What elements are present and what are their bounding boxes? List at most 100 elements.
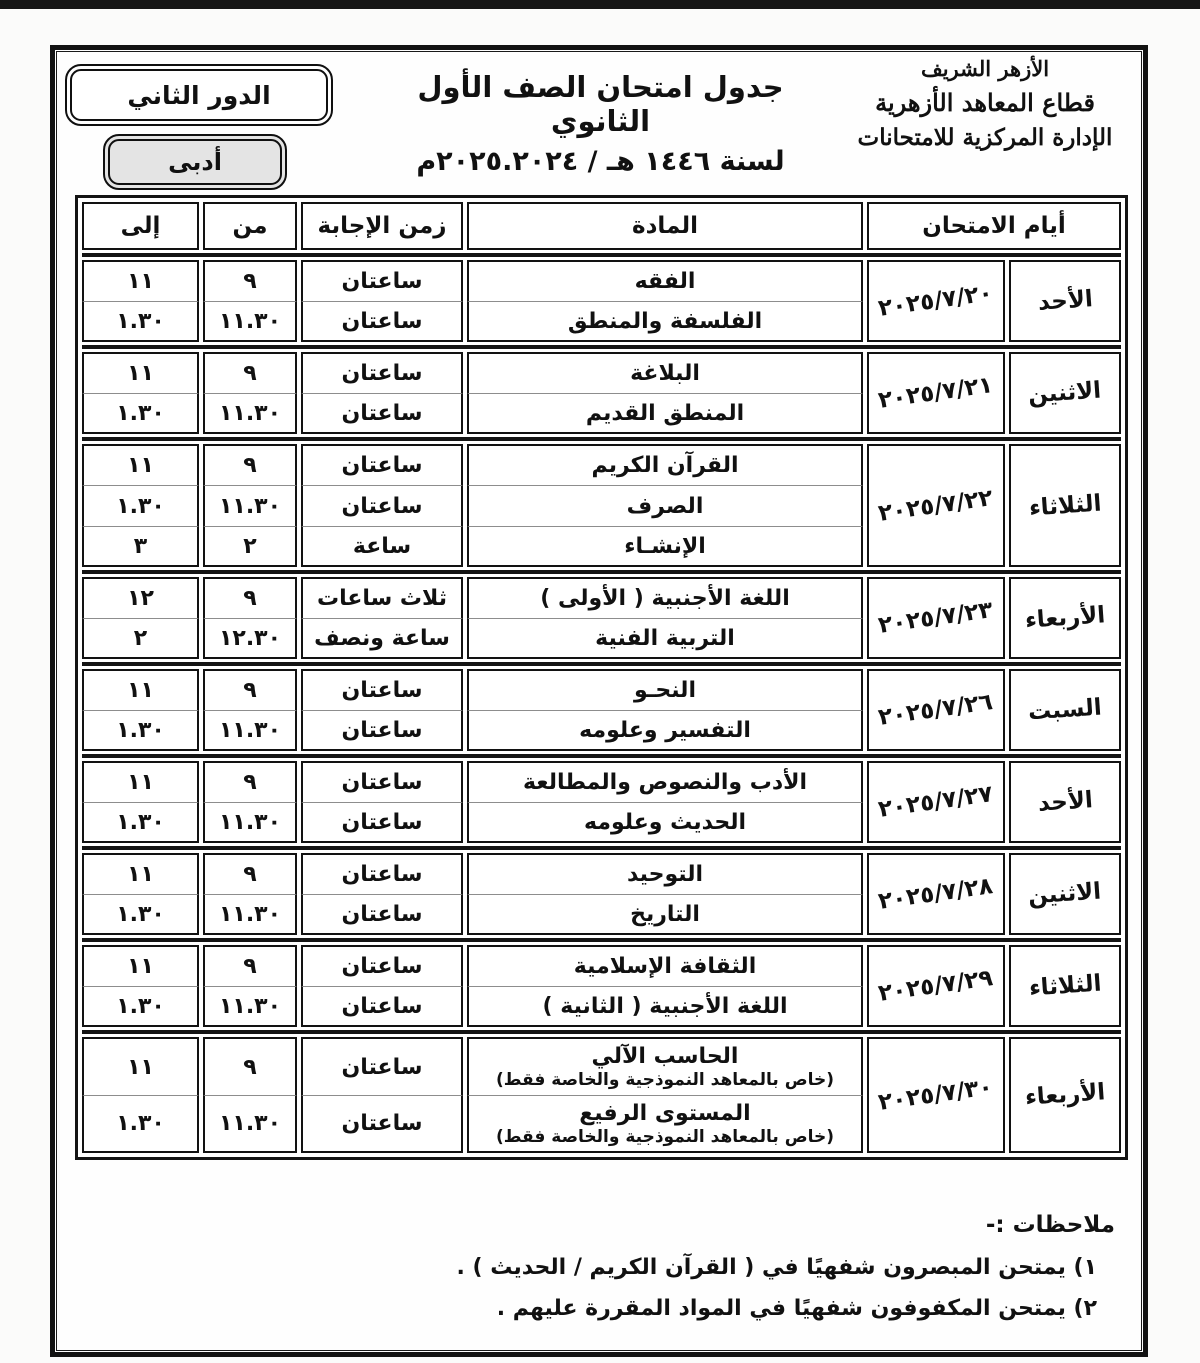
exam-day-label: الثلاثاء — [1027, 970, 1103, 1002]
table-row: التاريخ ساعتان ١١.٣٠ ١.٣٠ — [82, 894, 863, 935]
org-name-line2: قطاع المعاهد الأزهرية — [875, 87, 1096, 117]
group-separator — [82, 846, 1121, 850]
duration-cell: ساعة — [301, 526, 463, 567]
exam-table-body: الأحد ٢٠٢٥/٧/٢٠ الفقه ساعتان ٩ ١١ الفلسفة والم… — [82, 250, 1121, 1153]
duration-cell: ساعتان — [301, 669, 463, 710]
exam-day-cell: الاثنين — [1009, 352, 1121, 434]
table-row: التربية الفنية ساعة ونصف ١٢.٣٠ ٢ — [82, 618, 863, 659]
header-exam-days: أيام الامتحان — [867, 202, 1121, 250]
table-row-group: الأربعاء ٢٠٢٥/٧/٢٣ اللغة الأجنبية ( الأولى… — [82, 577, 1121, 659]
from-time-cell: ١١.٣٠ — [203, 710, 297, 751]
table-row: القرآن الكريم ساعتان ٩ ١١ — [82, 444, 863, 485]
subject-rows: التوحيد ساعتان ٩ ١١ التاريخ ساعتان ١١.٣٠ ١.٣٠ — [82, 853, 863, 935]
exam-date-label: ٢٠٢٥/٧/٢٦ — [877, 689, 995, 731]
exam-day-label: الأربعاء — [1024, 602, 1106, 634]
table-row-group: الأحد ٢٠٢٥/٧/٢٧ الأدب والنصوص والمطالعة ساع… — [82, 761, 1121, 843]
track-badge: أدبى — [103, 134, 287, 190]
table-row: البلاغة ساعتان ٩ ١١ — [82, 352, 863, 393]
subject-cell: التاريخ — [467, 894, 863, 935]
round-badge: الدور الثاني — [65, 64, 333, 126]
to-time-cell: ١.٣٠ — [82, 1095, 199, 1153]
subject-cell: الفلسفة والمنطق — [467, 301, 863, 342]
subject-name: الحديث وعلومه — [584, 809, 747, 835]
duration-cell: ساعتان — [301, 485, 463, 526]
to-time-cell: ١١ — [82, 669, 199, 710]
subject-name: الحاسب الآلي — [591, 1044, 739, 1069]
exam-date-label: ٢٠٢٥/٧/٣٠ — [877, 1074, 995, 1116]
exam-date-cell: ٢٠٢٥/٧/٢٠ — [867, 260, 1005, 342]
from-time-cell: ٩ — [203, 853, 297, 894]
from-time-cell: ٩ — [203, 669, 297, 710]
subject-cell: الحديث وعلومه — [467, 802, 863, 843]
table-row: اللغة الأجنبية ( الأولى ) ثلاث ساعات ٩ ١٢ — [82, 577, 863, 618]
track-badge-label: أدبى — [168, 148, 222, 176]
to-time-cell: ١.٣٠ — [82, 986, 199, 1027]
duration-cell: ساعتان — [301, 894, 463, 935]
subject-rows: الفقه ساعتان ٩ ١١ الفلسفة والمنطق ساعتان ١١.٣٠… — [82, 260, 863, 342]
subject-cell: الأدب والنصوص والمطالعة — [467, 761, 863, 802]
subject-cell: القرآن الكريم — [467, 444, 863, 485]
subject-rows: القرآن الكريم ساعتان ٩ ١١ الصرف ساعتان ١١.٣٠ ١.… — [82, 444, 863, 567]
group-separator — [82, 938, 1121, 942]
exam-date-cell: ٢٠٢٥/٧/٢٩ — [867, 945, 1005, 1027]
from-time-cell: ١٢.٣٠ — [203, 618, 297, 659]
duration-cell: ساعتان — [301, 352, 463, 393]
exam-day-cell: الاثنين — [1009, 853, 1121, 935]
from-time-cell: ٢ — [203, 526, 297, 567]
exam-day-cell: الأحد — [1009, 761, 1121, 843]
notes-heading: ملاحظات :- — [985, 1212, 1115, 1238]
duration-cell: ساعتان — [301, 710, 463, 751]
table-row: الإنشـاء ساعة ٢ ٣ — [82, 526, 863, 567]
subject-cell: التربية الفنية — [467, 618, 863, 659]
duration-cell: ساعتان — [301, 1095, 463, 1153]
table-row-group: الثلاثاء ٢٠٢٥/٧/٢٩ الثقافة الإسلامية ساعتان… — [82, 945, 1121, 1027]
table-row: المستوى الرفيع (خاص بالمعاهد النموذجية وا… — [82, 1095, 863, 1153]
group-separator — [82, 253, 1121, 257]
subject-name: التاريخ — [630, 901, 700, 927]
exam-day-label: الثلاثاء — [1027, 490, 1103, 521]
group-separator — [82, 345, 1121, 349]
exam-day-label: الاثنين — [1027, 878, 1103, 910]
table-row-group: الاثنين ٢٠٢٥/٧/٢١ البلاغة ساعتان ٩ ١١ المنطق ا… — [82, 352, 1121, 434]
subject-cell: البلاغة — [467, 352, 863, 393]
note-item: ١) يمتحن المبصرون شفهيًا في ( القرآن الك… — [456, 1255, 1097, 1280]
exam-day-cell: السبت — [1009, 669, 1121, 751]
to-time-cell: ١١ — [82, 761, 199, 802]
duration-cell: ساعتان — [301, 986, 463, 1027]
group-separator — [82, 754, 1121, 758]
table-row-group: الأحد ٢٠٢٥/٧/٢٠ الفقه ساعتان ٩ ١١ الفلسفة والم… — [82, 260, 1121, 342]
exam-date-label: ٢٠٢٥/٧/٢٠ — [877, 280, 995, 322]
from-time-cell: ٩ — [203, 761, 297, 802]
table-row: الحديث وعلومه ساعتان ١١.٣٠ ١.٣٠ — [82, 802, 863, 843]
from-time-cell: ١١.٣٠ — [203, 393, 297, 434]
duration-cell: ثلاث ساعات — [301, 577, 463, 618]
to-time-cell: ١.٣٠ — [82, 393, 199, 434]
subject-name: الصرف — [626, 493, 704, 519]
header-to: إلى — [82, 202, 199, 250]
page-title-line2: لسنة ١٤٤٦ هـ / ٢٠٢٥.٢٠٢٤م — [416, 146, 785, 177]
subject-cell: المنطق القديم — [467, 393, 863, 434]
duration-cell: ساعتان — [301, 260, 463, 301]
exam-day-label: الأربعاء — [1024, 1079, 1106, 1111]
subject-rows: الحاسب الآلي (خاص بالمعاهد النموذجية والخ… — [82, 1037, 863, 1153]
subject-cell: الإنشـاء — [467, 526, 863, 567]
table-row: اللغة الأجنبية ( الثانية ) ساعتان ١١.٣٠ ١.٣… — [82, 986, 863, 1027]
header-from: من — [203, 202, 297, 250]
table-row: الثقافة الإسلامية ساعتان ٩ ١١ — [82, 945, 863, 986]
subject-name: البلاغة — [630, 361, 700, 386]
subject-cell: المستوى الرفيع (خاص بالمعاهد النموذجية وا… — [467, 1095, 863, 1153]
org-name-block: الأزهر الشريف قطاع المعاهد الأزهرية الإد… — [835, 53, 1135, 155]
table-row: الفلسفة والمنطق ساعتان ١١.٣٠ ١.٣٠ — [82, 301, 863, 342]
subject-name: الإنشـاء — [624, 533, 706, 559]
subject-rows: النحـو ساعتان ٩ ١١ التفسير وعلومه ساعتان ١١.٣٠… — [82, 669, 863, 751]
table-row-group: السبت ٢٠٢٥/٧/٢٦ النحـو ساعتان ٩ ١١ التفسير وعل… — [82, 669, 1121, 751]
subject-name: التفسير وعلومه — [579, 717, 751, 743]
group-separator — [82, 1030, 1121, 1034]
subject-name: التوحيد — [626, 862, 704, 887]
table-row: التفسير وعلومه ساعتان ١١.٣٠ ١.٣٠ — [82, 710, 863, 751]
header-subject: المادة — [467, 202, 863, 250]
subject-cell: التوحيد — [467, 853, 863, 894]
notes-section: ملاحظات :- ١) يمتحن المبصرون شفهيًا في (… — [355, 1212, 1115, 1329]
exam-date-cell: ٢٠٢٥/٧/٢٨ — [867, 853, 1005, 935]
